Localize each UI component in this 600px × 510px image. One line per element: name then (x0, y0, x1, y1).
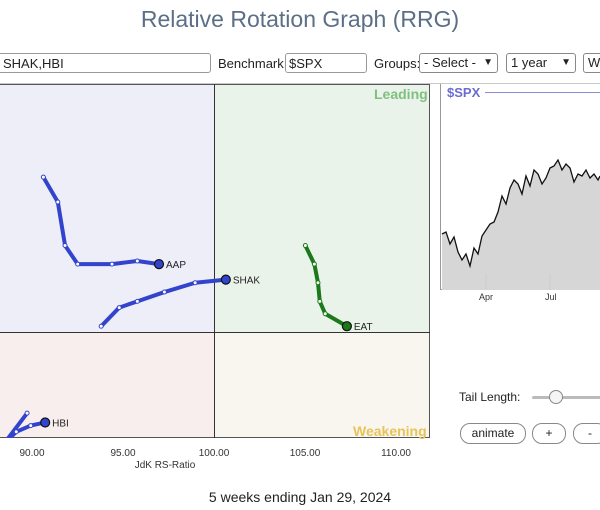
tail-point (134, 298, 140, 304)
benchmark-input[interactable] (285, 53, 367, 73)
tail-point (311, 261, 317, 267)
tail-point (40, 174, 46, 180)
series-label: AAP (166, 260, 186, 271)
series-label: EAT (354, 322, 373, 333)
symbols-input[interactable] (0, 53, 211, 73)
benchmark-chart-title: $SPX (447, 85, 481, 100)
animate-button[interactable]: animate (460, 423, 526, 444)
tail-point (161, 289, 167, 295)
tail-point (55, 199, 61, 205)
quadrant-improving (0, 84, 214, 332)
tail-point (98, 323, 104, 329)
divider (0, 83, 600, 84)
tail-head-point[interactable] (40, 417, 51, 428)
chevron-down-icon: ▼ (483, 57, 493, 68)
tail-point (109, 261, 115, 267)
rrg-vertical-axis (214, 84, 215, 438)
x-tick-label: 100.00 (198, 448, 230, 459)
extra-select[interactable]: W (583, 53, 600, 73)
tail-line-aap (41, 175, 161, 267)
minus-button[interactable]: - (573, 423, 600, 444)
tail-point (134, 258, 140, 264)
tail-point (13, 429, 19, 435)
rrg-chart[interactable]: AAP SHAK EAT HBI (0, 84, 430, 438)
tail-length-slider[interactable] (532, 396, 600, 399)
chevron-down-icon: ▼ (561, 57, 571, 68)
tail-point (24, 410, 30, 416)
quadrant-leading (214, 84, 430, 332)
groups-select-value: - Select - (424, 55, 477, 70)
tail-head-point[interactable] (220, 274, 231, 285)
tail-point (302, 242, 308, 248)
page-title: Relative Rotation Graph (RRG) (140, 6, 460, 32)
groups-select[interactable]: - Select - ▼ (419, 53, 498, 73)
tail-point (28, 423, 34, 429)
plus-button[interactable]: + (532, 423, 566, 444)
series-label: HBI (52, 418, 69, 429)
month-label: Jul (545, 292, 557, 302)
month-label: Apr (479, 292, 494, 302)
benchmark-price-line (485, 92, 600, 93)
benchmark-area (442, 160, 600, 290)
x-axis-label: JdK RS-Ratio (134, 460, 196, 471)
benchmark-line (441, 158, 600, 269)
rrg-plot-border (0, 84, 430, 438)
tail-length-slider-thumb[interactable] (549, 390, 563, 404)
x-tick-label: 105.00 (289, 448, 321, 459)
tail-point (315, 280, 321, 286)
benchmark-label: Benchmark: (218, 56, 288, 71)
quadrant-lagging (0, 332, 214, 438)
tail-head-point[interactable] (341, 321, 352, 332)
tail-head-point[interactable] (153, 259, 165, 270)
series-label: SHAK (233, 276, 261, 287)
benchmark-chart (441, 158, 600, 290)
quadrant-weakening (214, 332, 430, 438)
extra-select-value: W (588, 55, 600, 70)
tail-point (116, 305, 122, 311)
controls-bar: Benchmark: Groups: - Select - ▼ 1 year ▼… (0, 48, 600, 78)
quadrant-label-weakening: Weakening (353, 423, 427, 439)
tail-length-label: Tail Length: (459, 390, 521, 404)
rrg-horizontal-axis (0, 332, 430, 333)
tail-point (317, 298, 323, 304)
tail-line-eat (303, 243, 349, 329)
tail-point (62, 242, 68, 248)
x-tick-label: 90.00 (19, 448, 45, 459)
x-tick-label: 95.00 (110, 448, 136, 459)
tail-point (192, 280, 198, 286)
tail-line-hbi (5, 411, 48, 438)
quadrant-label-leading: Leading (374, 86, 428, 102)
x-tick-label: 110.00 (381, 448, 411, 459)
tail-line-shak (99, 277, 228, 329)
tail-point (75, 261, 81, 267)
period-select[interactable]: 1 year ▼ (506, 53, 576, 73)
tail-point (322, 311, 328, 317)
period-select-value: 1 year (511, 55, 548, 70)
period-footer: 5 weeks ending Jan 29, 2024 (208, 489, 392, 505)
groups-label: Groups: (374, 56, 421, 71)
